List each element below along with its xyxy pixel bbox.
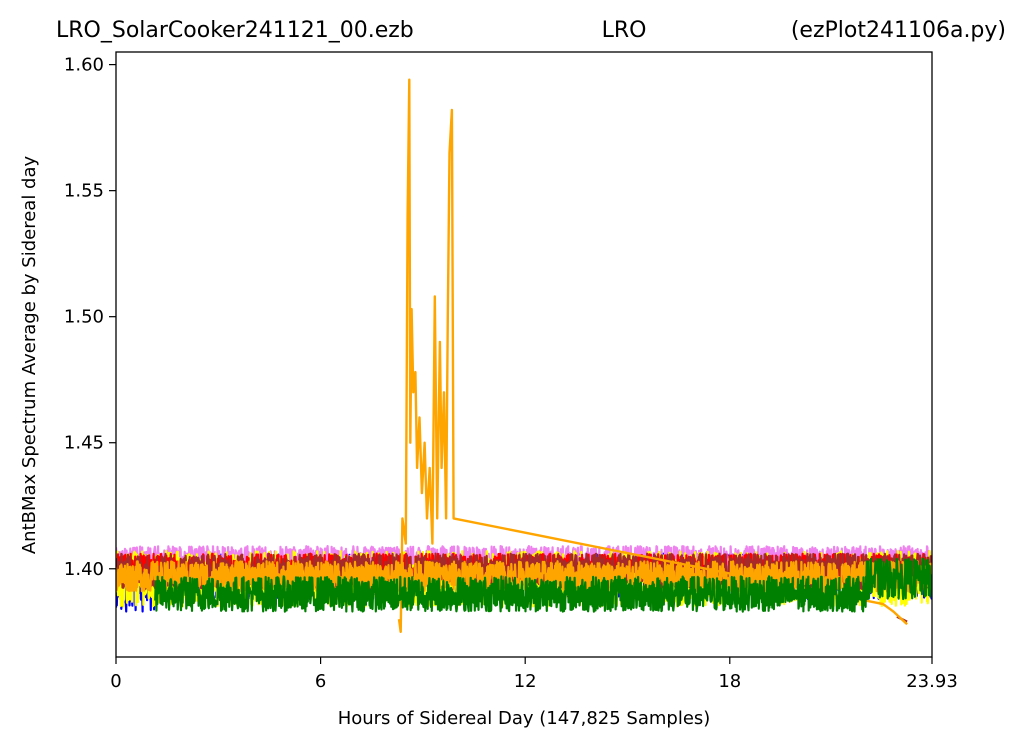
series-line xyxy=(116,560,932,593)
x-tick-label: 12 xyxy=(514,671,537,692)
y-tick-label: 1.45 xyxy=(64,433,104,454)
chart-title-left: LRO_SolarCooker241121_00.ezb xyxy=(56,18,414,43)
series-5 xyxy=(116,78,932,633)
series-line xyxy=(154,557,932,613)
y-tick-label: 1.60 xyxy=(64,55,104,76)
series-6 xyxy=(154,557,932,613)
x-tick-label: 0 xyxy=(110,671,121,692)
x-tick-label: 23.93 xyxy=(906,671,958,692)
plot-frame xyxy=(115,51,933,658)
chart-title-center: LRO xyxy=(602,18,647,43)
series-spike-line xyxy=(397,78,908,633)
axes: 0 6 12 18 23.93 1.40 1.45 1.50 1.55 1.60 xyxy=(64,55,958,692)
y-tick-label: 1.55 xyxy=(64,181,104,202)
x-tick-label: 18 xyxy=(718,671,741,692)
chart-title-right: (ezPlot241106a.py) xyxy=(791,18,1006,43)
y-tick-label: 1.50 xyxy=(64,307,104,328)
series-layer xyxy=(116,78,932,633)
y-axis-label: AntBMax Spectrum Average by Sidereal day xyxy=(19,155,40,554)
x-axis-label: Hours of Sidereal Day (147,825 Samples) xyxy=(338,708,711,729)
x-tick-label: 6 xyxy=(315,671,326,692)
y-tick-label: 1.40 xyxy=(64,559,104,580)
